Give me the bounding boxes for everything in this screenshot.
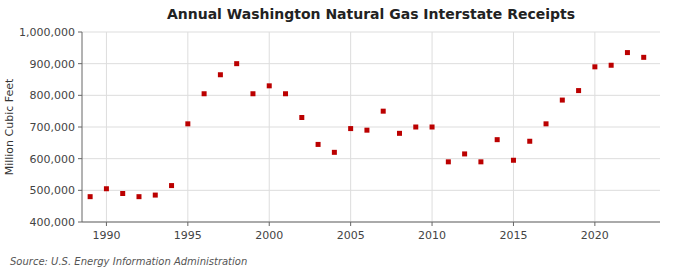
x-tick-label: 2015 [499,229,527,242]
x-tick-label: 1995 [174,229,202,242]
chart-title: Annual Washington Natural Gas Interstate… [167,6,575,22]
data-point [609,63,614,68]
data-point [104,186,109,191]
data-point [430,125,435,130]
data-point [202,91,207,96]
grid [82,32,660,222]
y-tick-label: 600,000 [30,153,76,166]
x-tick-label: 2010 [418,229,446,242]
data-point [560,98,565,103]
y-tick [78,32,82,33]
data-point [88,194,93,199]
data-point [495,137,500,142]
x-axis-line [82,222,660,223]
y-tick [78,222,82,223]
x-tick [187,222,188,226]
y-tick-label: 800,000 [30,89,76,102]
y-tick-label: 400,000 [30,216,76,229]
x-tick [106,222,107,226]
x-grid-line [269,32,270,222]
x-tick-label: 2000 [255,229,283,242]
data-point [576,88,581,93]
y-tick [78,190,82,191]
y-tick [78,127,82,128]
x-grid-line [187,32,188,222]
x-tick-label: 1990 [92,229,120,242]
y-tick [78,158,82,159]
y-tick-label: 1,000,000 [19,26,75,39]
x-tick [350,222,351,226]
chart-svg: 400,000 500,000 600,000 700,000 800,000 900,0… [0,0,675,275]
y-grid-line [82,190,660,191]
y-grid-line [82,32,660,33]
y-grid-line [82,222,660,223]
x-grid-line [513,32,514,222]
y-tick [78,63,82,64]
y-grid-line [82,95,660,96]
y-tick [78,95,82,96]
y-grid-line [82,63,660,64]
x-tick [432,222,433,226]
chart-container: 400,000 500,000 600,000 700,000 800,000 900,0… [0,0,675,275]
data-point [478,159,483,164]
data-point [299,115,304,120]
data-points [88,50,647,199]
y-grid-line [82,127,660,128]
data-point [218,72,223,77]
data-point [283,91,288,96]
data-point [316,142,321,147]
x-tick-label: 2005 [337,229,365,242]
data-point [592,64,597,69]
data-point [381,109,386,114]
x-tick-label: 2020 [581,229,609,242]
data-point [169,183,174,188]
data-point [446,159,451,164]
data-point [544,121,549,126]
data-point [511,158,516,163]
data-point [625,50,630,55]
data-point [185,121,190,126]
y-tick-label: 900,000 [30,58,76,71]
data-point [527,139,532,144]
y-axis-label: Million Cubic Feet [3,78,16,175]
source-note: Source: U.S. Energy Information Administ… [10,256,247,267]
y-tick-label: 700,000 [30,121,76,134]
x-grid-line [594,32,595,222]
data-point [250,91,255,96]
y-grid-line [82,158,660,159]
x-tick [269,222,270,226]
data-point [332,150,337,155]
data-point [120,191,125,196]
data-point [153,193,158,198]
x-tick [594,222,595,226]
data-point [462,151,467,156]
y-tick-label: 500,000 [30,184,76,197]
data-point [364,128,369,133]
x-tick [513,222,514,226]
data-point [136,194,141,199]
data-point [397,131,402,136]
data-point [234,61,239,66]
data-point [348,126,353,131]
x-grid-line [106,32,107,222]
data-point [267,83,272,88]
data-point [641,55,646,60]
data-point [413,125,418,130]
